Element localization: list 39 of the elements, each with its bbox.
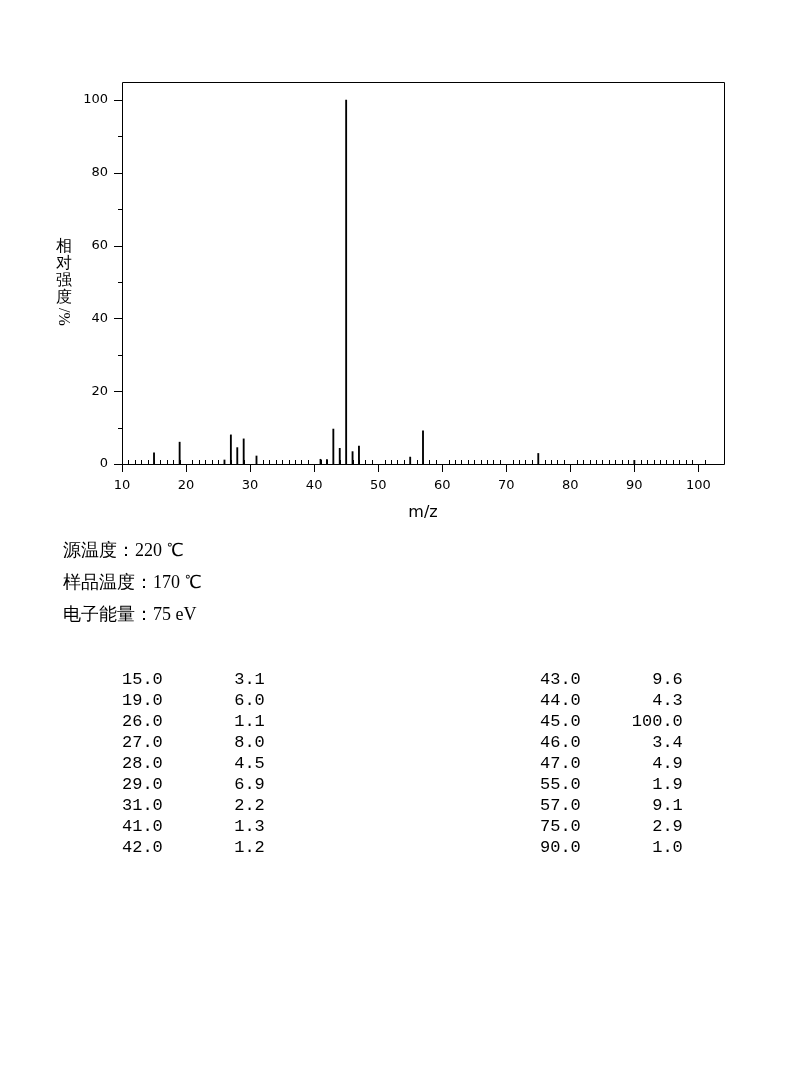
text: 42.0 1.2 <box>122 838 265 857</box>
text: 26.0 1.1 <box>122 712 265 731</box>
text: 45.0 100.0 <box>540 712 683 731</box>
x-tick-label: 10 <box>113 477 131 493</box>
x-tick-label: 100 <box>685 477 711 493</box>
text: 41.0 1.3 <box>122 817 265 836</box>
x-tick-label: 30 <box>241 477 259 493</box>
x-tick-label: 90 <box>626 477 643 493</box>
text: 样品温度：170 ℃ <box>63 571 202 594</box>
x-tick-label: 40 <box>305 477 323 493</box>
x-axis-title: m/z <box>408 501 438 521</box>
y-tick-label: 100 <box>83 91 108 107</box>
text: 75.0 2.9 <box>540 817 683 836</box>
text: 57.0 9.1 <box>540 796 683 815</box>
text: 电子能量：75 eV <box>63 603 198 626</box>
x-tick-label: 80 <box>562 477 579 493</box>
text: 43.0 9.6 <box>540 670 683 689</box>
x-tick-label: 20 <box>177 477 195 493</box>
x-tick-label: 70 <box>497 477 515 493</box>
text: 90.0 1.0 <box>540 838 683 857</box>
text: 44.0 4.3 <box>540 691 683 710</box>
text: 29.0 6.9 <box>122 775 265 794</box>
y-tick-label: 20 <box>91 382 108 398</box>
y-tick-label: 80 <box>91 164 108 180</box>
y-tick-label: 40 <box>91 309 108 325</box>
y-tick-label: 60 <box>91 236 108 252</box>
text: 47.0 4.9 <box>540 754 683 773</box>
text: 31.0 2.2 <box>122 796 265 815</box>
text: 源温度：220 ℃ <box>63 539 185 562</box>
text: 15.0 3.1 <box>122 670 265 689</box>
x-tick-label: 50 <box>369 477 387 493</box>
text: 28.0 4.5 <box>122 754 265 773</box>
y-tick-label: 0 <box>99 455 108 471</box>
text: 19.0 6.0 <box>122 691 265 710</box>
text: 27.0 8.0 <box>122 733 265 752</box>
text: 46.0 3.4 <box>540 733 683 752</box>
text: 55.0 1.9 <box>540 775 683 794</box>
x-tick-label: 60 <box>433 477 451 493</box>
y-axis-title: 相对强度/% <box>55 237 73 326</box>
